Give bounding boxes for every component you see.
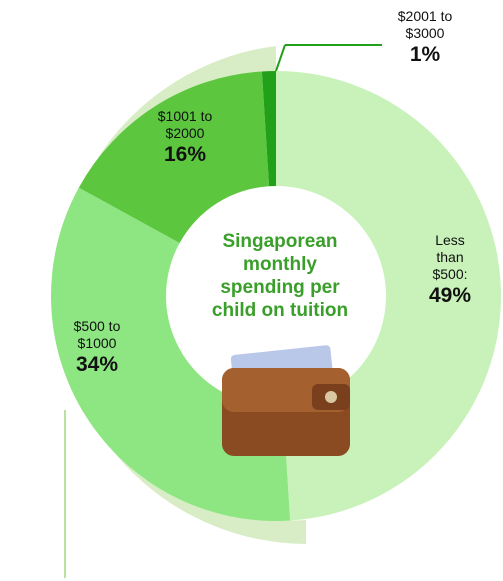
- wallet: [222, 345, 350, 456]
- chart-title: Singaporean monthly spending per child o…: [211, 231, 349, 321]
- value-label: 49%: [428, 284, 472, 307]
- slice-label: $2001 to $3000 1%: [385, 8, 465, 67]
- leader-line: [275, 44, 286, 72]
- value-label: 34%: [75, 353, 119, 376]
- category-label: $1001 to $2000: [157, 108, 213, 141]
- slice-label: $1001 to $2000 16%: [150, 108, 220, 167]
- value-label: 1%: [409, 43, 441, 66]
- donut-slice: [261, 71, 276, 187]
- category-label: Less than $500:: [432, 232, 468, 282]
- slice-label: $500 to $1000 34%: [62, 318, 132, 377]
- category-label: $2001 to $3000: [397, 8, 453, 41]
- value-label: 16%: [163, 143, 207, 166]
- category-label: $500 to $1000: [73, 318, 121, 351]
- slice-label: Less than $500: 49%: [425, 232, 475, 308]
- donut-slice: [78, 71, 270, 244]
